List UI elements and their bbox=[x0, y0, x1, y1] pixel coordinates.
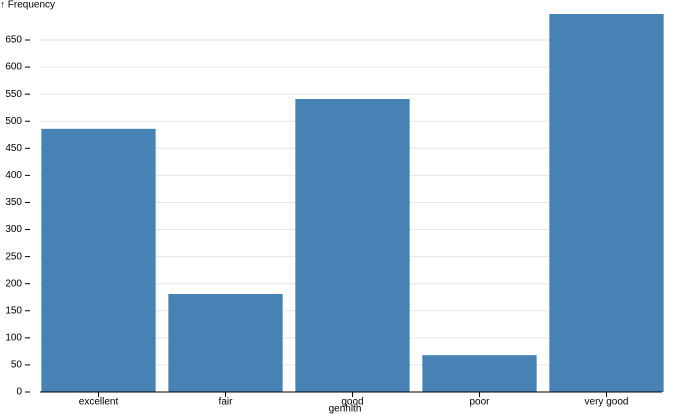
x-tick-label: poor bbox=[469, 397, 490, 408]
y-tick-label: 450 bbox=[5, 143, 22, 154]
bar bbox=[168, 293, 283, 392]
y-tick-label: 0 bbox=[16, 387, 22, 398]
y-tick-label: 250 bbox=[5, 251, 22, 262]
y-tick-label: 100 bbox=[5, 332, 22, 343]
bar bbox=[41, 128, 156, 392]
y-tick-label: 400 bbox=[5, 170, 22, 181]
y-tick-label: 550 bbox=[5, 89, 22, 100]
bar bbox=[422, 355, 537, 392]
y-tick-label: 300 bbox=[5, 224, 22, 235]
x-tick-label: fair bbox=[219, 397, 234, 408]
y-tick-label: 200 bbox=[5, 278, 22, 289]
y-tick-label: 350 bbox=[5, 197, 22, 208]
x-tick-label: very good bbox=[585, 397, 629, 408]
y-tick-label: 150 bbox=[5, 305, 22, 316]
y-tick-label: 50 bbox=[11, 360, 23, 371]
bar bbox=[549, 14, 664, 392]
x-axis-title: genhlth bbox=[329, 404, 362, 414]
y-tick-label: 500 bbox=[5, 116, 22, 127]
y-axis-title: ↑ Frequency bbox=[0, 0, 55, 11]
x-tick-label: good bbox=[341, 397, 363, 408]
y-tick-label: 650 bbox=[5, 35, 22, 46]
x-tick-label: excellent bbox=[79, 397, 119, 408]
y-tick-label: 600 bbox=[5, 62, 22, 73]
bar bbox=[295, 99, 410, 393]
